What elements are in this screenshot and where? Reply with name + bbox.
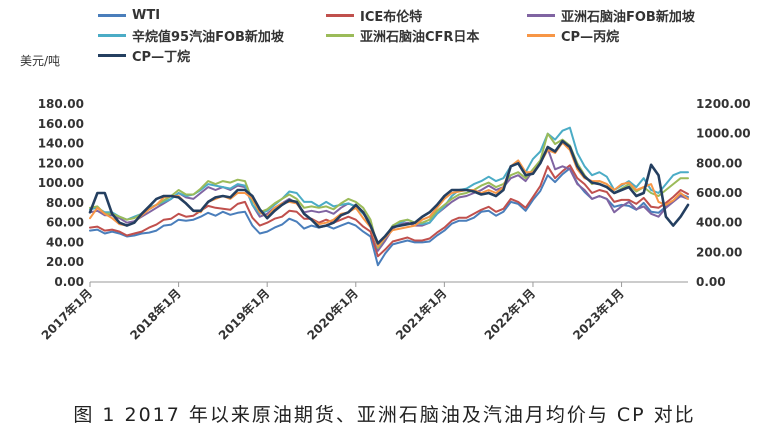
y-right-tick-label: 600.00	[696, 186, 742, 200]
x-tick-label: 2021年1月	[392, 286, 449, 343]
y-unit-label: 美元/吨	[20, 54, 61, 68]
legend-item: CP—丁烷	[98, 46, 191, 65]
x-tick-label: 2020年1月	[304, 286, 361, 343]
legend-label: 亚洲石脑油FOB新加坡	[561, 9, 695, 25]
y-left-tick-label: 60.00	[46, 216, 84, 230]
chart-canvas: 0.00 20.00 40.00 60.00 80.00 100.00 120.00 140.…	[38, 97, 751, 343]
legend-swatch	[527, 33, 555, 37]
figure-caption: 图 1 2017 年以来原油期货、亚洲石脑油及汽油月均价与 CP 对比	[73, 404, 696, 426]
y-right-tick-label: 0.00	[696, 275, 726, 289]
legend-swatch	[527, 13, 555, 17]
legend-item: WTI	[98, 6, 160, 24]
y-left-tick-label: 20.00	[46, 255, 84, 269]
y-left-tick-label: 80.00	[46, 196, 84, 210]
legend-swatch	[326, 33, 354, 37]
legend-item: CP—丙烷	[527, 26, 620, 45]
x-tick-label: 2022年1月	[481, 286, 538, 343]
y-left-tick-label: 40.00	[46, 235, 84, 249]
y-left-tick-label: 160.00	[38, 117, 84, 131]
legend-item: 亚洲石脑油FOB新加坡	[527, 6, 695, 25]
legend-label: 亚洲石脑油CFR日本	[360, 29, 480, 45]
y-right-tick-label: 200.00	[696, 245, 742, 259]
series-line	[89, 164, 689, 258]
y-right-tick-label: 1000.00	[696, 127, 751, 141]
y-left-tick-label: 120.00	[38, 156, 84, 170]
y-right-tick-label: 800.00	[696, 156, 742, 170]
legend-item: 辛烷值95汽油FOB新加坡	[98, 26, 284, 45]
y-left-tick-label: 140.00	[38, 137, 84, 151]
y-left-tick-label: 100.00	[38, 176, 84, 190]
x-tick-label: 2019年1月	[215, 286, 272, 343]
y-left-tick-label: 0.00	[54, 275, 84, 289]
legend-item: ICE布伦特	[326, 6, 423, 25]
legend-label: CP—丁烷	[132, 49, 191, 65]
x-tick-label: 2018年1月	[127, 286, 184, 343]
legend-item: 亚洲石脑油CFR日本	[326, 26, 480, 45]
legend-swatch	[326, 13, 354, 17]
legend-swatch	[98, 33, 126, 37]
legend-swatch	[98, 53, 126, 57]
x-tick-label: 2023年1月	[570, 286, 627, 343]
legend: WTI ICE布伦特 亚洲石脑油FOB新加坡辛烷值95汽油FOB新加坡 亚洲石脑油CF…	[0, 0, 769, 100]
chart: 0.00 20.00 40.00 60.00 80.00 100.00 120.00 140.…	[0, 0, 769, 343]
y-right-tick-label: 400.00	[696, 216, 742, 230]
series-line	[88, 139, 690, 245]
legend-label: WTI	[132, 7, 161, 23]
y-right-tick-label: 1200.00	[696, 97, 751, 111]
legend-swatch	[98, 13, 126, 17]
legend-label: 辛烷值95汽油FOB新加坡	[132, 29, 284, 45]
legend-label: ICE布伦特	[360, 9, 423, 25]
x-tick-label: 2017年1月	[38, 286, 95, 343]
legend-label: CP—丙烷	[561, 29, 620, 45]
y-left-tick-label: 180.00	[38, 97, 84, 111]
